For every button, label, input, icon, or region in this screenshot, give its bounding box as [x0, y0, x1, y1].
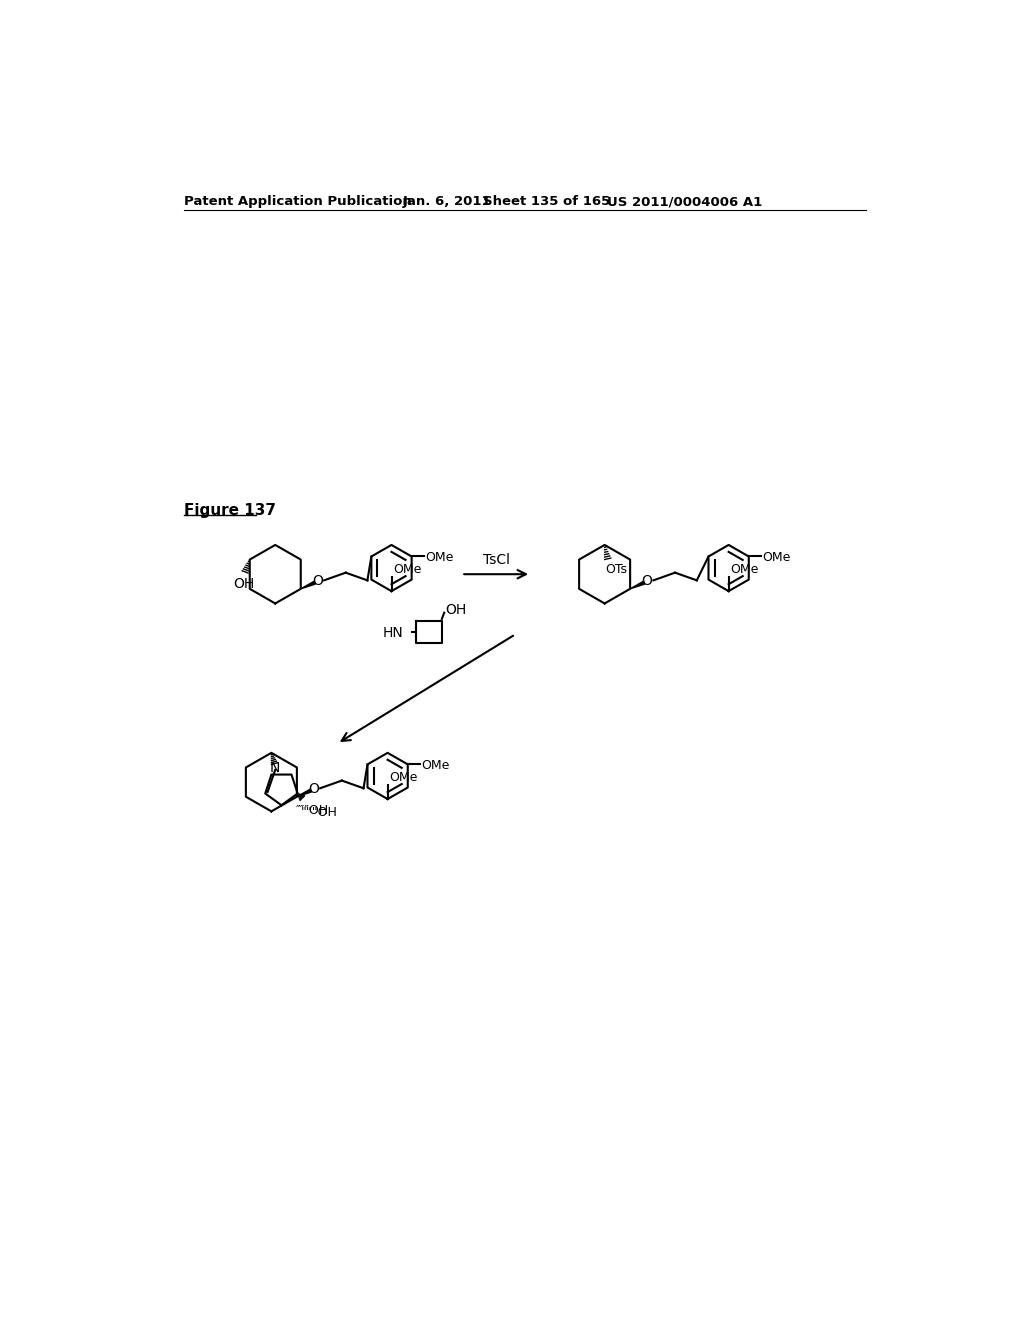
- Text: OH: OH: [445, 603, 466, 616]
- Text: OH: OH: [232, 577, 254, 590]
- Text: TsCl: TsCl: [482, 553, 510, 566]
- Text: US 2011/0004006 A1: US 2011/0004006 A1: [607, 195, 762, 209]
- Text: O: O: [642, 574, 652, 589]
- Text: OMe: OMe: [393, 562, 422, 576]
- Text: Jan. 6, 2011: Jan. 6, 2011: [403, 195, 492, 209]
- Text: OMe: OMe: [730, 562, 759, 576]
- Text: ″″″OH: ″″″OH: [296, 804, 330, 817]
- Text: HN: HN: [382, 627, 403, 640]
- Text: Figure 137: Figure 137: [183, 503, 275, 519]
- Text: OMe: OMe: [422, 759, 451, 772]
- Text: OMe: OMe: [389, 771, 418, 784]
- Text: OMe: OMe: [426, 550, 454, 564]
- Text: O: O: [308, 781, 319, 796]
- Text: OTs: OTs: [605, 564, 628, 577]
- Polygon shape: [301, 581, 315, 589]
- Text: Patent Application Publication: Patent Application Publication: [183, 195, 412, 209]
- Text: OMe: OMe: [763, 550, 792, 564]
- Polygon shape: [630, 581, 645, 589]
- Polygon shape: [297, 789, 311, 797]
- Text: N: N: [270, 762, 281, 775]
- Text: O: O: [312, 574, 324, 589]
- Text: Sheet 135 of 165: Sheet 135 of 165: [483, 195, 610, 209]
- Text: """OH: """OH: [301, 805, 338, 818]
